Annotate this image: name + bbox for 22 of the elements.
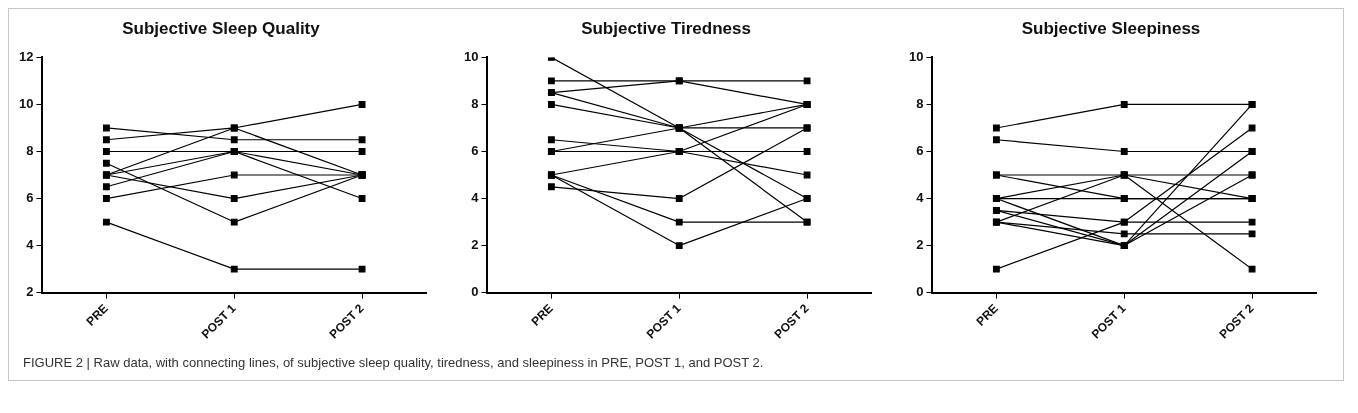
y-tick-label: 2 [915, 237, 924, 253]
caption: FIGURE 2 | Raw data, with connecting lines, of subjective sleep quality, tiredness, and sleepiness in PRE, POST 1, and POST 2. [22, 354, 765, 370]
y-tick-label: 12 [19, 48, 34, 64]
y-tick-label: 10 [463, 48, 479, 64]
y-tick-label: 0 [471, 284, 479, 300]
y-tick-label: 2 [26, 284, 34, 300]
y-tick-label: 10 [19, 96, 34, 112]
y-tick-label: 8 [471, 96, 479, 112]
y-tick-label: 0 [915, 284, 924, 300]
chart-title: Subjective Tiredness [581, 18, 751, 38]
chart-title: Subjective Sleepiness [1021, 18, 1200, 38]
y-tick-label: 2 [471, 237, 479, 253]
y-tick-label: 6 [26, 190, 34, 206]
y-tick-label: 4 [26, 237, 35, 253]
y-tick-label: 4 [471, 190, 480, 206]
y-tick-label: 6 [471, 143, 479, 159]
y-tick-label: 4 [915, 190, 924, 206]
chart-title: Subjective Sleep Quality [122, 18, 321, 38]
y-tick-label: 10 [908, 48, 924, 64]
y-tick-label: 8 [915, 96, 924, 112]
y-tick-label: 6 [915, 143, 924, 159]
y-tick-label: 8 [26, 143, 34, 159]
